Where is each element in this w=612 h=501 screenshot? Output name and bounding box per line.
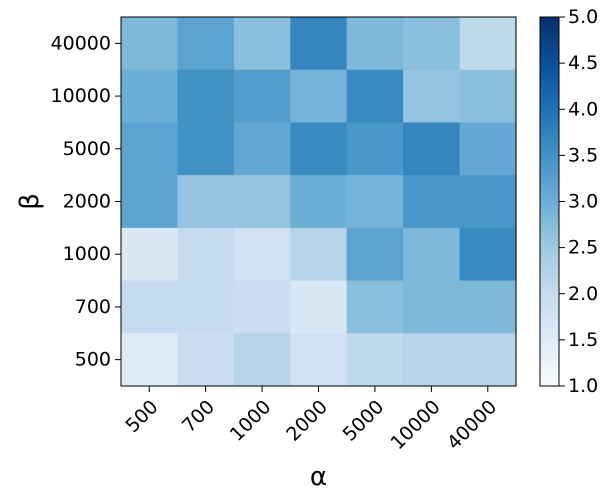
heatmap-cell <box>459 227 517 282</box>
heatmap-cell <box>290 227 348 282</box>
heatmap-cell <box>233 69 291 124</box>
y-tick-label: 40000 <box>51 32 111 54</box>
heatmap-cell <box>403 280 461 334</box>
heatmap-cell <box>121 333 179 387</box>
heatmap-cell <box>177 333 235 387</box>
colorbar-tick-label: 5.0 <box>568 6 598 28</box>
heatmap-cell <box>177 227 235 282</box>
heatmap-cell <box>121 122 179 176</box>
heatmap-cell <box>121 175 179 229</box>
y-axis-label: β <box>15 193 45 210</box>
heatmap-cell <box>290 175 348 229</box>
x-tick-label: 40000 <box>443 396 501 454</box>
heatmap-cell <box>233 280 291 334</box>
x-tick-label: 2000 <box>282 396 332 446</box>
y-tick-label: 500 <box>75 349 111 371</box>
heatmap-cell <box>346 69 404 124</box>
heatmap-cell <box>177 280 235 334</box>
heatmap-cell <box>459 122 517 176</box>
heatmap-cell <box>233 333 291 387</box>
y-tick-label: 5000 <box>63 138 111 160</box>
heatmap-cell <box>346 122 404 176</box>
heatmap-cells <box>121 17 517 387</box>
heatmap-cell <box>403 227 461 282</box>
y-axis-ticks: 40000 10000 5000 2000 1000 700 500 <box>51 32 121 371</box>
heatmap-cell <box>290 17 348 71</box>
colorbar-tick-label: 4.0 <box>568 98 598 120</box>
y-tick-label: 10000 <box>51 85 111 107</box>
heatmap-cell <box>177 17 235 71</box>
colorbar-tick-label: 3.5 <box>568 144 598 166</box>
x-tick-label: 1000 <box>226 396 276 446</box>
heatmap-cell <box>121 280 179 334</box>
heatmap-cell <box>459 69 517 124</box>
heatmap-cell <box>346 280 404 334</box>
heatmap-cell <box>346 227 404 282</box>
heatmap-cell <box>459 280 517 334</box>
heatmap-cell <box>290 122 348 176</box>
heatmap-cell <box>290 69 348 124</box>
colorbar-tick-label: 2.5 <box>568 237 598 259</box>
x-tick-label: 700 <box>178 396 219 437</box>
heatmap-cell <box>177 69 235 124</box>
heatmap-cell <box>233 175 291 229</box>
x-tick-label: 500 <box>121 396 162 437</box>
heatmap-cell <box>121 17 179 71</box>
heatmap-cell <box>403 69 461 124</box>
heatmap-cell <box>403 122 461 176</box>
colorbar-tick-label: 1.5 <box>568 329 598 351</box>
heatmap-cell <box>346 333 404 387</box>
colorbar-tick-label: 3.0 <box>568 191 598 213</box>
x-tick-label: 5000 <box>339 396 389 446</box>
heatmap-cell <box>177 122 235 176</box>
colorbar <box>539 16 560 387</box>
heatmap-cell <box>290 280 348 334</box>
heatmap-cell <box>459 175 517 229</box>
heatmap-cell <box>403 17 461 71</box>
heatmap-cell <box>233 122 291 176</box>
heatmap-cell <box>459 17 517 71</box>
y-tick-label: 1000 <box>63 243 111 265</box>
heatmap-cell <box>121 69 179 124</box>
heatmap-cell <box>290 333 348 387</box>
x-tick-label: 10000 <box>386 396 444 454</box>
y-tick-label: 700 <box>75 296 111 318</box>
colorbar-tick-label: 1.0 <box>568 375 598 397</box>
heatmap-cell <box>233 17 291 71</box>
colorbar-tick-label: 2.0 <box>568 283 598 305</box>
heatmap-cell <box>459 333 517 387</box>
heatmap-cell <box>346 17 404 71</box>
colorbar-ticks: 1.0 1.5 2.0 2.5 3.0 3.5 4.0 4.5 5.0 <box>559 6 598 397</box>
heatmap-cell <box>177 175 235 229</box>
y-tick-label: 2000 <box>63 191 111 213</box>
heatmap-cell <box>346 175 404 229</box>
heatmap-cell <box>121 227 179 282</box>
colorbar-tick-label: 4.5 <box>568 52 598 74</box>
heatmap-cell <box>233 227 291 282</box>
x-axis-label: α <box>310 462 327 492</box>
heatmap-cell <box>403 175 461 229</box>
heatmap-cell <box>403 333 461 387</box>
